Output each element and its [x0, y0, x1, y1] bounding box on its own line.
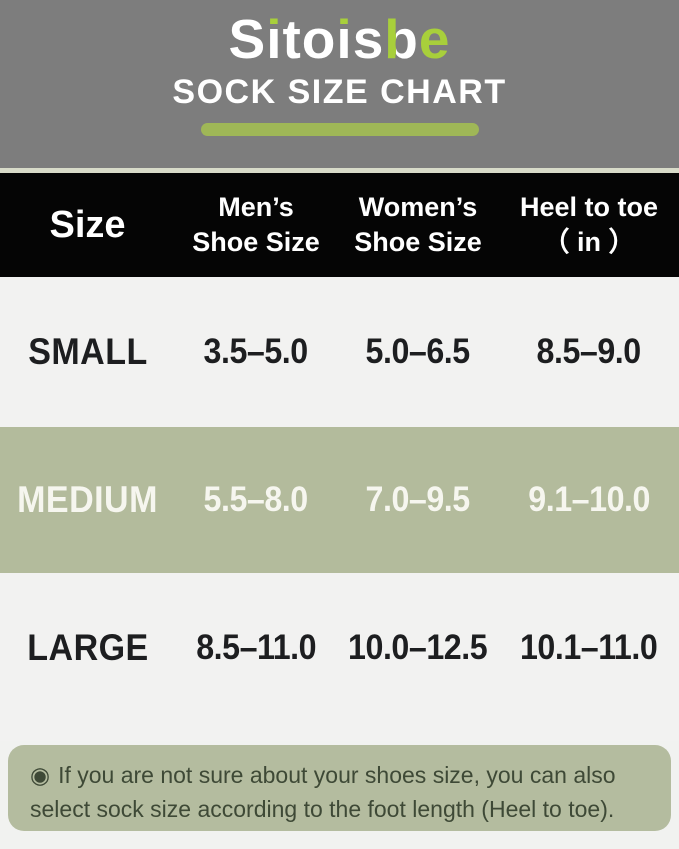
value: 5.5–8.0 [203, 480, 309, 519]
footer-section: ◉ If you are not sure about your shoes si… [0, 741, 679, 849]
cell-womens-shoe-size: 7.0–9.5 [337, 480, 499, 520]
column-header-line: Men’s [218, 192, 294, 223]
logo-letter-green-dot-i: i [336, 8, 353, 70]
size-label: LARGE [26, 627, 149, 668]
page-title: SOCK SIZE CHART [172, 73, 507, 111]
fisheye-bullet-icon: ◉ [30, 762, 51, 788]
cell-size-label: MEDIUM [0, 479, 175, 521]
size-label: SMALL [27, 331, 148, 372]
table-row-medium: MEDIUM 5.5–8.0 7.0–9.5 9.1–10.0 [0, 427, 679, 573]
value: 10.0–12.5 [348, 628, 488, 667]
brand-logo: Sitoisbe [0, 12, 679, 67]
table-row-large: LARGE 8.5–11.0 10.0–12.5 10.1–11.0 [0, 573, 679, 741]
value: 8.5–11.0 [196, 628, 316, 667]
column-header-line: Women’s [358, 192, 478, 223]
cell-womens-shoe-size: 5.0–6.5 [337, 332, 499, 372]
title-underline-bar [200, 123, 479, 136]
column-header-line: Heel to toe [519, 192, 659, 223]
logo-letter: s [352, 8, 385, 70]
column-header-line: Shoe Size [192, 227, 320, 257]
header-separator-line [0, 168, 679, 173]
column-header-mens-shoe-size: Men’s Shoe Size [175, 190, 337, 259]
column-header-womens-shoe-size: Women’s Shoe Size [337, 190, 499, 259]
value: 7.0–9.5 [365, 480, 471, 519]
brand-header: Sitoisbe SOCK SIZE CHART [0, 0, 679, 168]
value: 9.1–10.0 [528, 480, 650, 519]
table-row-small: SMALL 3.5–5.0 5.0–6.5 8.5–9.0 [0, 277, 679, 427]
logo-letter: S [228, 8, 267, 70]
column-header-line: Shoe Size [354, 227, 482, 257]
cell-heel-to-toe: 8.5–9.0 [499, 332, 679, 372]
size-label: MEDIUM [17, 479, 158, 520]
value: 3.5–5.0 [203, 332, 309, 371]
cell-womens-shoe-size: 10.0–12.5 [337, 628, 499, 668]
cell-size-label: LARGE [0, 627, 175, 669]
cell-heel-to-toe: 10.1–11.0 [499, 628, 679, 668]
note-text: If you are not sure about your shoes siz… [30, 762, 616, 823]
cell-heel-to-toe: 9.1–10.0 [499, 480, 679, 520]
cell-mens-shoe-size: 8.5–11.0 [175, 628, 337, 668]
value: 8.5–9.0 [536, 332, 642, 371]
logo-letter-green-dot-i: i [266, 8, 283, 70]
column-header-size: Size [49, 203, 126, 246]
cell-mens-shoe-size: 5.5–8.0 [175, 480, 337, 520]
logo-letter-green-stem-b: b [384, 8, 419, 70]
cell-size-label: SMALL [0, 331, 175, 373]
table-header-row: Size Men’s Shoe Size Women’s Shoe Size H… [0, 173, 679, 277]
logo-letter: to [282, 8, 337, 70]
column-header-heel-to-toe: Heel to toe （ in ） [499, 190, 679, 259]
column-header-line: （ in ） [542, 227, 636, 257]
value: 5.0–6.5 [365, 332, 471, 371]
cell-mens-shoe-size: 3.5–5.0 [175, 332, 337, 372]
logo-letter-green-e: e [418, 8, 451, 70]
value: 10.1–11.0 [520, 628, 658, 667]
note-box: ◉ If you are not sure about your shoes si… [8, 745, 671, 831]
